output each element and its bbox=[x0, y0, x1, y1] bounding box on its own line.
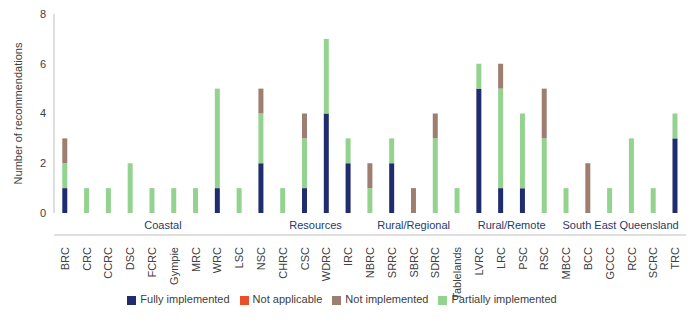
svg-text:CRC: CRC bbox=[81, 247, 93, 271]
svg-text:RCC: RCC bbox=[626, 247, 638, 271]
svg-text:Number of recommendations: Number of recommendations bbox=[12, 42, 24, 184]
svg-text:South East Queensland: South East Queensland bbox=[563, 219, 679, 231]
svg-text:8: 8 bbox=[40, 8, 46, 20]
svg-text:SBRC: SBRC bbox=[408, 247, 420, 278]
svg-text:Tablelands: Tablelands bbox=[451, 247, 463, 300]
html-text:Not applicable: Not applicable bbox=[252, 293, 323, 305]
svg-text:MBCC: MBCC bbox=[560, 247, 572, 279]
svg-text:CCRC: CCRC bbox=[102, 247, 114, 279]
svg-text:CSC: CSC bbox=[299, 247, 311, 270]
svg-text:Gympie: Gympie bbox=[168, 247, 180, 285]
svg-text:DSC: DSC bbox=[124, 247, 136, 270]
svg-text:0: 0 bbox=[40, 207, 46, 219]
svg-text:WRC: WRC bbox=[211, 247, 223, 273]
svg-text:NBRC: NBRC bbox=[364, 247, 376, 278]
svg-text:Rural/Remote: Rural/Remote bbox=[478, 219, 546, 231]
svg-text:TRC: TRC bbox=[669, 247, 681, 270]
svg-text:6: 6 bbox=[40, 58, 46, 70]
svg-text:BRC: BRC bbox=[59, 247, 71, 270]
svg-text:4: 4 bbox=[40, 107, 46, 119]
html-text:Not implemented: Not implemented bbox=[345, 293, 429, 305]
svg-text:SDRC: SDRC bbox=[429, 247, 441, 278]
svg-text:PSC: PSC bbox=[517, 247, 529, 270]
svg-text:GCCC: GCCC bbox=[604, 247, 616, 279]
svg-text:Rural/Regional: Rural/Regional bbox=[377, 219, 450, 231]
svg-text:Coastal: Coastal bbox=[144, 219, 181, 231]
svg-text:FCRC: FCRC bbox=[146, 247, 158, 278]
svg-text:Resources: Resources bbox=[289, 219, 342, 231]
svg-text:IRC: IRC bbox=[342, 247, 354, 266]
svg-text:SCRC: SCRC bbox=[647, 247, 659, 278]
svg-text:2: 2 bbox=[40, 157, 46, 169]
svg-text:LSC: LSC bbox=[233, 247, 245, 268]
svg-text:LRC: LRC bbox=[495, 247, 507, 269]
svg-text:RSC: RSC bbox=[538, 247, 550, 270]
svg-text:CHRC: CHRC bbox=[277, 247, 289, 279]
svg-text:MRC: MRC bbox=[190, 247, 202, 272]
svg-text:LVRC: LVRC bbox=[473, 247, 485, 276]
svg-text:NSC: NSC bbox=[255, 247, 267, 270]
svg-text:WDRC: WDRC bbox=[320, 247, 332, 281]
svg-text:SRRC: SRRC bbox=[386, 247, 398, 278]
html-text:Partially implemented: Partially implemented bbox=[451, 293, 557, 305]
html-text:Fully implemented: Fully implemented bbox=[140, 293, 230, 305]
svg-text:BCC: BCC bbox=[582, 247, 594, 270]
